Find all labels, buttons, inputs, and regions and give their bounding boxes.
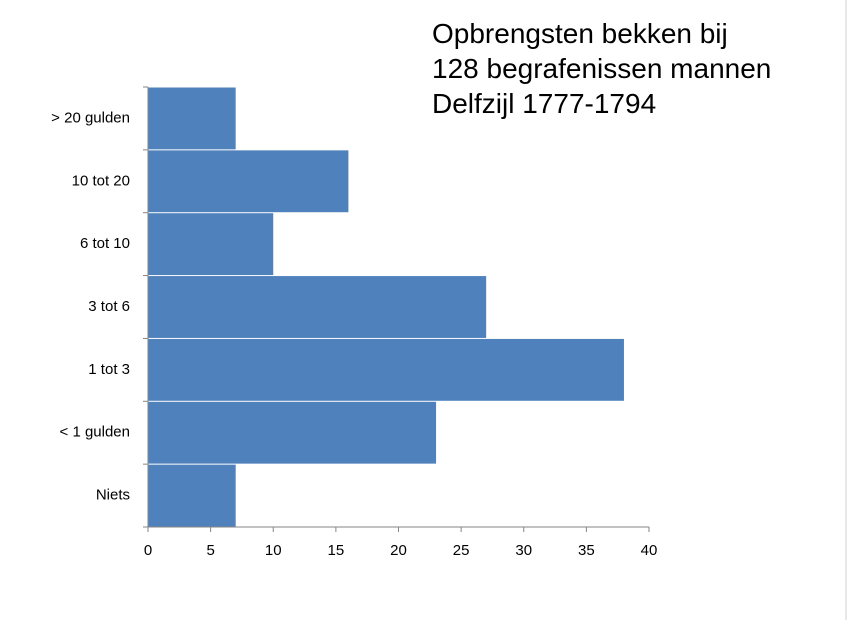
- x-tick-label: 15: [328, 542, 345, 559]
- x-tick-label: 25: [453, 542, 470, 559]
- bar: [148, 87, 236, 150]
- bar: [148, 338, 624, 401]
- y-tick-label: 6 tot 10: [80, 235, 130, 252]
- chart-title: Opbrengsten bekken bij 128 begrafenissen…: [432, 18, 772, 119]
- y-tick-label: 10 tot 20: [72, 172, 130, 189]
- x-tick-label: 30: [515, 542, 532, 559]
- x-tick-label: 35: [578, 542, 595, 559]
- y-tick-label: 3 tot 6: [88, 298, 130, 315]
- y-tick-label: > 20 gulden: [51, 109, 130, 126]
- bar: [148, 401, 437, 464]
- x-tick-label: 5: [206, 542, 214, 559]
- bar: [148, 276, 487, 338]
- bar: [148, 150, 349, 213]
- y-tick-label: 1 tot 3: [88, 361, 130, 378]
- x-tick-label: 0: [144, 542, 152, 559]
- bar: [148, 213, 274, 276]
- x-tick-label: 20: [390, 542, 407, 559]
- x-tick-label: 10: [265, 542, 282, 559]
- x-tick-label: 40: [641, 542, 658, 559]
- bar: [148, 464, 236, 527]
- y-tick-label: Niets: [96, 487, 130, 504]
- y-tick-label: < 1 gulden: [60, 424, 130, 441]
